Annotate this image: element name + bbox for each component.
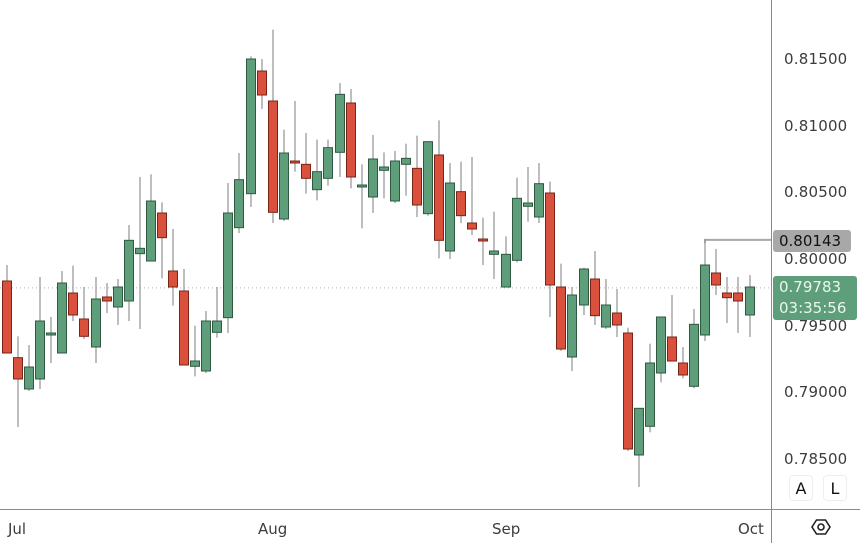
price-tick-label: 0.80000 bbox=[784, 250, 848, 268]
time-tick-label: Oct bbox=[738, 520, 764, 538]
candle-bullish bbox=[146, 200, 156, 262]
candle-bullish bbox=[689, 323, 699, 387]
candle-bullish bbox=[279, 152, 289, 220]
price-tick-label: 0.79500 bbox=[784, 317, 848, 335]
candle-bullish bbox=[113, 286, 123, 308]
candle-bearish bbox=[257, 70, 267, 96]
candle-bullish bbox=[523, 202, 533, 207]
candle-bullish bbox=[212, 320, 222, 333]
candle-bullish bbox=[246, 58, 256, 195]
candle-bullish bbox=[379, 166, 389, 171]
chart-settings-corner[interactable] bbox=[771, 509, 860, 543]
candle-bullish bbox=[124, 239, 134, 302]
time-axis[interactable]: Jul Aug Sep Oct bbox=[0, 509, 771, 543]
price-tick-label: 0.80500 bbox=[784, 183, 848, 201]
candle-bullish bbox=[445, 182, 455, 252]
candle-bearish bbox=[268, 100, 278, 213]
time-tick-label: Jul bbox=[8, 520, 27, 538]
candle-bullish bbox=[201, 320, 211, 372]
candle-bullish bbox=[323, 147, 333, 179]
candle-bullish bbox=[489, 250, 499, 255]
candle-bullish bbox=[35, 320, 45, 380]
high-marker-line bbox=[704, 238, 771, 243]
candle-bullish bbox=[57, 282, 67, 354]
candle-bullish bbox=[401, 157, 411, 165]
candle-bullish bbox=[135, 247, 145, 255]
candle-bullish bbox=[534, 183, 544, 218]
candle-bearish bbox=[434, 154, 444, 241]
candle-bullish bbox=[190, 360, 200, 367]
candle-bearish bbox=[456, 191, 466, 217]
settings-hex-icon[interactable] bbox=[772, 510, 860, 544]
last-price-value: 0.79783 bbox=[779, 278, 842, 296]
candle-bullish bbox=[501, 253, 511, 288]
candle-bearish bbox=[301, 163, 311, 179]
candle-bearish bbox=[590, 278, 600, 317]
auto-scale-button[interactable]: A bbox=[789, 475, 813, 501]
candle-bearish bbox=[68, 292, 78, 316]
candle-bullish bbox=[700, 264, 710, 336]
candle-bearish bbox=[290, 160, 300, 164]
candle-bullish bbox=[91, 298, 101, 348]
time-tick-label: Sep bbox=[492, 520, 521, 538]
candle-bullish bbox=[567, 294, 577, 358]
candle-bearish bbox=[623, 332, 633, 450]
high-price-marker-badge: 0.80143 bbox=[773, 230, 851, 252]
candle-bullish bbox=[634, 407, 644, 456]
candle-bearish bbox=[545, 192, 555, 286]
time-tick-label: Aug bbox=[258, 520, 288, 538]
candle-bearish bbox=[467, 222, 477, 230]
candle-bullish bbox=[645, 362, 655, 427]
candle-bullish bbox=[335, 93, 345, 153]
chart-plot-area[interactable] bbox=[0, 0, 771, 509]
candle-bullish bbox=[46, 332, 56, 336]
bar-countdown-timer: 03:35:56 bbox=[779, 299, 847, 317]
candle-bullish bbox=[656, 316, 666, 374]
price-tick-label: 0.81000 bbox=[784, 117, 848, 135]
candle-bullish bbox=[601, 304, 611, 328]
candlestick-chart bbox=[0, 29, 771, 487]
price-axis[interactable]: 0.81500 0.81000 0.80500 0.80000 0.79500 0.790… bbox=[771, 0, 860, 509]
candle-bearish bbox=[13, 357, 23, 380]
candle-bearish bbox=[179, 290, 189, 366]
candle-bullish bbox=[368, 158, 378, 198]
candle-bullish bbox=[745, 286, 755, 316]
candle-bullish bbox=[234, 179, 244, 229]
candle-bullish bbox=[223, 212, 233, 319]
candle-bullish bbox=[24, 366, 34, 390]
candle-bearish bbox=[612, 312, 622, 326]
candle-bearish bbox=[346, 102, 356, 178]
candle-bearish bbox=[733, 292, 743, 302]
candle-bearish bbox=[478, 238, 488, 242]
candle-bearish bbox=[667, 336, 677, 362]
candle-bullish bbox=[423, 141, 433, 215]
candle-bearish bbox=[168, 270, 178, 288]
price-tick-label: 0.81500 bbox=[784, 50, 848, 68]
candle-bullish bbox=[512, 197, 522, 261]
candle-bearish bbox=[556, 286, 566, 350]
candle-bearish bbox=[102, 296, 112, 302]
candle-bullish bbox=[390, 160, 400, 202]
candle-bearish bbox=[157, 212, 167, 239]
candle-bearish bbox=[678, 362, 688, 376]
candle-bearish bbox=[711, 272, 721, 286]
price-tick-label: 0.79000 bbox=[784, 383, 848, 401]
candle-bearish bbox=[722, 292, 732, 299]
candle-bearish bbox=[79, 318, 89, 337]
log-scale-button[interactable]: L bbox=[823, 475, 847, 501]
last-price-badge: 0.79783 03:35:56 bbox=[773, 276, 857, 320]
price-tick-label: 0.78500 bbox=[784, 450, 848, 468]
candle-bearish bbox=[2, 280, 12, 354]
candle-bullish bbox=[579, 268, 589, 306]
candle-bearish bbox=[412, 167, 422, 206]
candle-bullish bbox=[357, 184, 367, 188]
candle-bullish bbox=[312, 171, 322, 191]
